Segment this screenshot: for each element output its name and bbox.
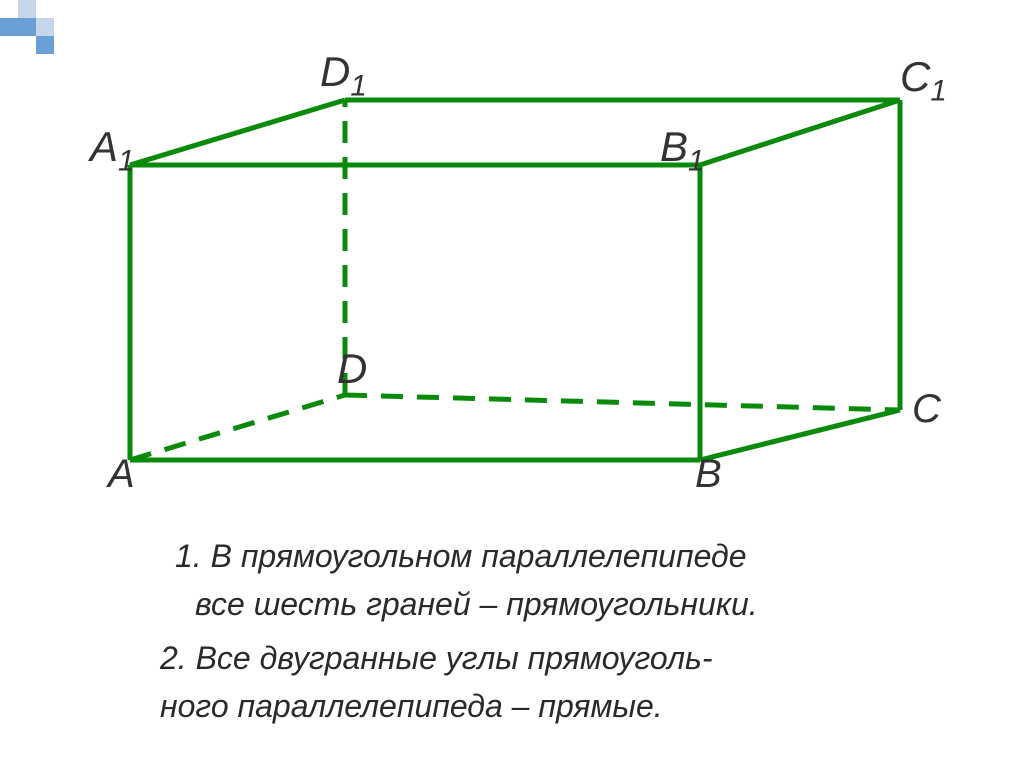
vertex-label-D: D [337, 345, 367, 393]
caption-line-1b: все шесть граней – прямоугольники. [195, 586, 758, 623]
vertex-label-B: B [695, 452, 722, 497]
caption-line-1a: 1. В прямоугольном параллелепипеде [175, 538, 747, 575]
edge-A1-D1 [130, 100, 345, 165]
vertex-label-D1: D1 [320, 48, 367, 103]
edge-B-C [700, 410, 900, 460]
caption-line-2a: 2. Все двугранные углы прямоуголь- [160, 640, 713, 677]
vertex-label-A: A [108, 452, 135, 497]
vertex-label-A1: A1 [90, 123, 134, 178]
edge-B1-C1 [700, 100, 900, 165]
vertex-label-C1: C1 [900, 53, 947, 108]
vertex-label-C: C [912, 387, 941, 432]
vertex-label-B1: B1 [660, 123, 704, 178]
edge-D-C-dashed [345, 395, 900, 410]
caption-line-2b: ного параллелепипеда – прямые. [160, 688, 663, 725]
edge-A-D-dashed [130, 395, 345, 460]
